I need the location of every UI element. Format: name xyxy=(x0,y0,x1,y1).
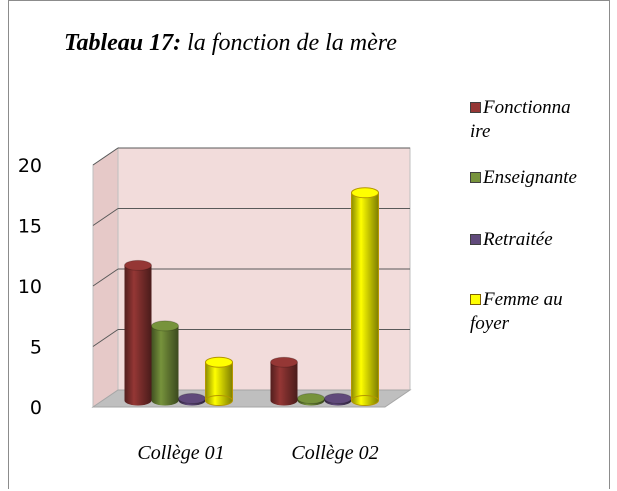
bar-body xyxy=(151,325,179,401)
y-tick-label: 0 xyxy=(30,397,42,419)
legend-label: Enseignante xyxy=(483,167,577,188)
bar-top xyxy=(351,187,379,199)
legend-swatch xyxy=(470,172,481,183)
chart-title: Tableau 17: la fonction de la mère xyxy=(64,30,397,57)
bar-top xyxy=(178,393,206,404)
bar-body xyxy=(270,362,298,401)
legend-item: Femme au foyer xyxy=(470,288,565,336)
bar xyxy=(151,320,179,406)
legend-label: Femme au foyer xyxy=(470,289,563,334)
grid-line-side xyxy=(92,268,119,287)
bar-top xyxy=(270,356,298,368)
grid-line-side xyxy=(92,147,119,166)
bar xyxy=(270,356,298,406)
legend-swatch xyxy=(470,234,481,245)
legend-item: Enseignante xyxy=(470,166,610,190)
y-tick-label: 15 xyxy=(18,216,42,238)
bar-base xyxy=(351,395,379,406)
legend-swatch xyxy=(470,102,481,113)
bar xyxy=(351,187,379,406)
bar-base xyxy=(270,395,298,406)
grid-line-side xyxy=(92,329,119,347)
legend-item: Retraitée xyxy=(470,228,610,252)
grid-line-side xyxy=(92,208,119,226)
bar xyxy=(124,259,152,406)
legend-item: Fonctionnaire xyxy=(470,96,572,144)
bar-top xyxy=(124,259,152,271)
bar xyxy=(178,393,206,406)
y-tick-label: 5 xyxy=(30,337,42,359)
bar-base xyxy=(205,395,233,406)
bar-top xyxy=(324,393,352,404)
bar-base xyxy=(151,395,179,406)
bar-body xyxy=(351,192,379,401)
frame xyxy=(8,0,610,489)
x-tick-label: Collège 02 xyxy=(291,442,378,464)
legend-swatch xyxy=(470,294,481,305)
x-tick-label: Collège 01 xyxy=(137,442,224,464)
bar xyxy=(205,356,233,406)
bar xyxy=(324,393,352,406)
bar-top xyxy=(205,356,233,368)
legend-label: Fonctionnaire xyxy=(470,97,571,142)
table-number: Tableau 17: xyxy=(64,30,182,56)
y-tick-label: 20 xyxy=(18,155,42,177)
legend-label: Retraitée xyxy=(483,229,553,250)
bar-body xyxy=(205,361,233,402)
y-tick-label: 10 xyxy=(18,276,42,298)
bar-top xyxy=(151,320,179,332)
bar-body xyxy=(124,265,152,401)
title-text: la fonction de la mère xyxy=(187,30,397,56)
bar-base xyxy=(124,395,152,406)
bar xyxy=(297,393,325,406)
bar-top xyxy=(297,393,325,404)
